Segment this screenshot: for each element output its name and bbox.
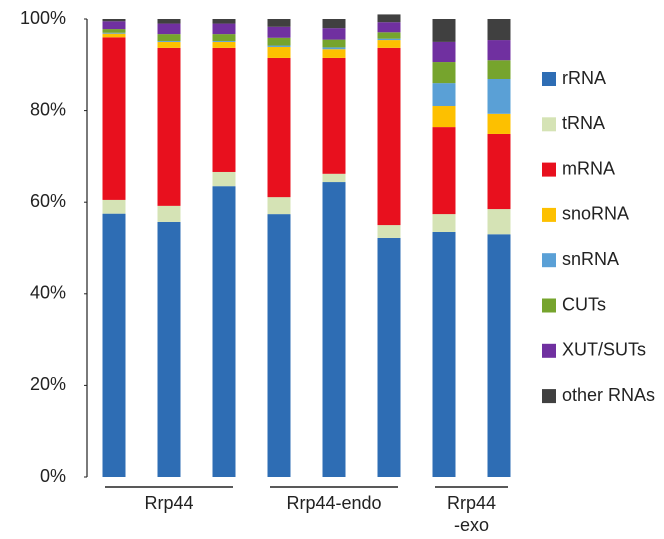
- bar-segment: [102, 29, 126, 33]
- bar-segment: [157, 221, 181, 477]
- bar-segment: [432, 83, 456, 107]
- bar-segment: [487, 78, 511, 114]
- legend-label: XUT/SUTs: [562, 340, 646, 360]
- bar-segment: [377, 32, 401, 39]
- bar-segment: [377, 14, 401, 23]
- legend-label: snRNA: [562, 249, 619, 269]
- bar-segment: [212, 23, 236, 35]
- legend-swatch: [542, 207, 556, 222]
- bar-segment: [377, 225, 401, 238]
- bar-segment: [322, 49, 346, 58]
- bar-segment: [157, 41, 181, 48]
- y-tick-label: 100%: [20, 8, 66, 28]
- bar-segment: [212, 34, 236, 41]
- bar-segment: [157, 205, 181, 222]
- y-tick-label: 20%: [30, 374, 66, 394]
- bar-segment: [432, 19, 456, 42]
- legend-label: tRNA: [562, 113, 605, 133]
- bar-segment: [377, 47, 401, 226]
- bar-segment: [377, 237, 401, 477]
- group-label: Rrp44 -exo: [446, 493, 497, 535]
- bar-segment: [267, 26, 291, 38]
- bar-segment: [322, 28, 346, 40]
- bar-segment: [267, 46, 291, 58]
- bar-segment: [157, 34, 181, 41]
- legend-label: rRNA: [562, 68, 606, 88]
- y-tick-label: 40%: [30, 283, 66, 303]
- bar-segment: [212, 41, 236, 48]
- bar-segment: [212, 47, 236, 172]
- bar-segment: [102, 199, 126, 214]
- bar-segment: [487, 209, 511, 235]
- bar-segment: [487, 234, 511, 477]
- bar-segment: [432, 106, 456, 128]
- bar-segment: [102, 33, 126, 38]
- bar-segment: [157, 40, 181, 42]
- bar-segment: [212, 40, 236, 42]
- legend-swatch: [542, 117, 556, 132]
- legend-swatch: [542, 72, 556, 86]
- group-label: Rrp44-endo: [286, 493, 382, 513]
- bar-segment: [267, 197, 291, 215]
- bar-segment: [432, 231, 456, 477]
- bar-segment: [487, 60, 511, 79]
- legend-swatch: [542, 389, 556, 404]
- bar-segment: [267, 45, 291, 47]
- bar-segment: [377, 38, 401, 41]
- bar-segment: [212, 186, 236, 478]
- bar-segment: [157, 47, 181, 206]
- bar-segment: [322, 19, 346, 29]
- bar-segment: [432, 41, 456, 63]
- legend-label: CUTs: [562, 294, 606, 314]
- bar-segment: [487, 133, 511, 210]
- bar-segment: [432, 62, 456, 84]
- bar-segment: [377, 22, 401, 33]
- bar-segment: [322, 57, 346, 174]
- legend-swatch: [542, 162, 556, 177]
- bar-segment: [267, 214, 291, 477]
- bar-segment: [487, 40, 511, 61]
- legend-swatch: [542, 343, 556, 358]
- bar-segment: [487, 19, 511, 41]
- bar-segment: [267, 37, 291, 46]
- bar-segment: [487, 113, 511, 134]
- legend-swatch: [542, 298, 556, 313]
- bar-segment: [212, 171, 236, 187]
- bar-segment: [267, 57, 291, 198]
- bar-segment: [102, 21, 126, 30]
- bar-segment: [377, 40, 401, 48]
- legend-swatch: [542, 253, 556, 268]
- bar-segment: [322, 182, 346, 477]
- bar-segment: [432, 127, 456, 215]
- y-tick-label: 60%: [30, 191, 66, 211]
- group-label: Rrp44: [144, 493, 194, 513]
- bar-segment: [102, 213, 126, 477]
- bar-segment: [157, 23, 181, 35]
- bar-segment: [102, 32, 126, 34]
- bar-segment: [322, 47, 346, 50]
- bar-segment: [322, 39, 346, 48]
- bar-segment: [102, 37, 126, 200]
- bar-segment: [102, 19, 126, 22]
- bar-segment: [322, 173, 346, 183]
- y-tick-label: 0%: [40, 466, 66, 486]
- bar-segment: [212, 19, 236, 24]
- legend-label: mRNA: [562, 158, 615, 178]
- legend-label: other RNAs: [562, 385, 655, 405]
- bar-segment: [157, 19, 181, 24]
- legend-label: snoRNA: [562, 204, 629, 224]
- y-tick-label: 80%: [30, 99, 66, 119]
- bar-segment: [432, 214, 456, 232]
- bar-segment: [267, 19, 291, 27]
